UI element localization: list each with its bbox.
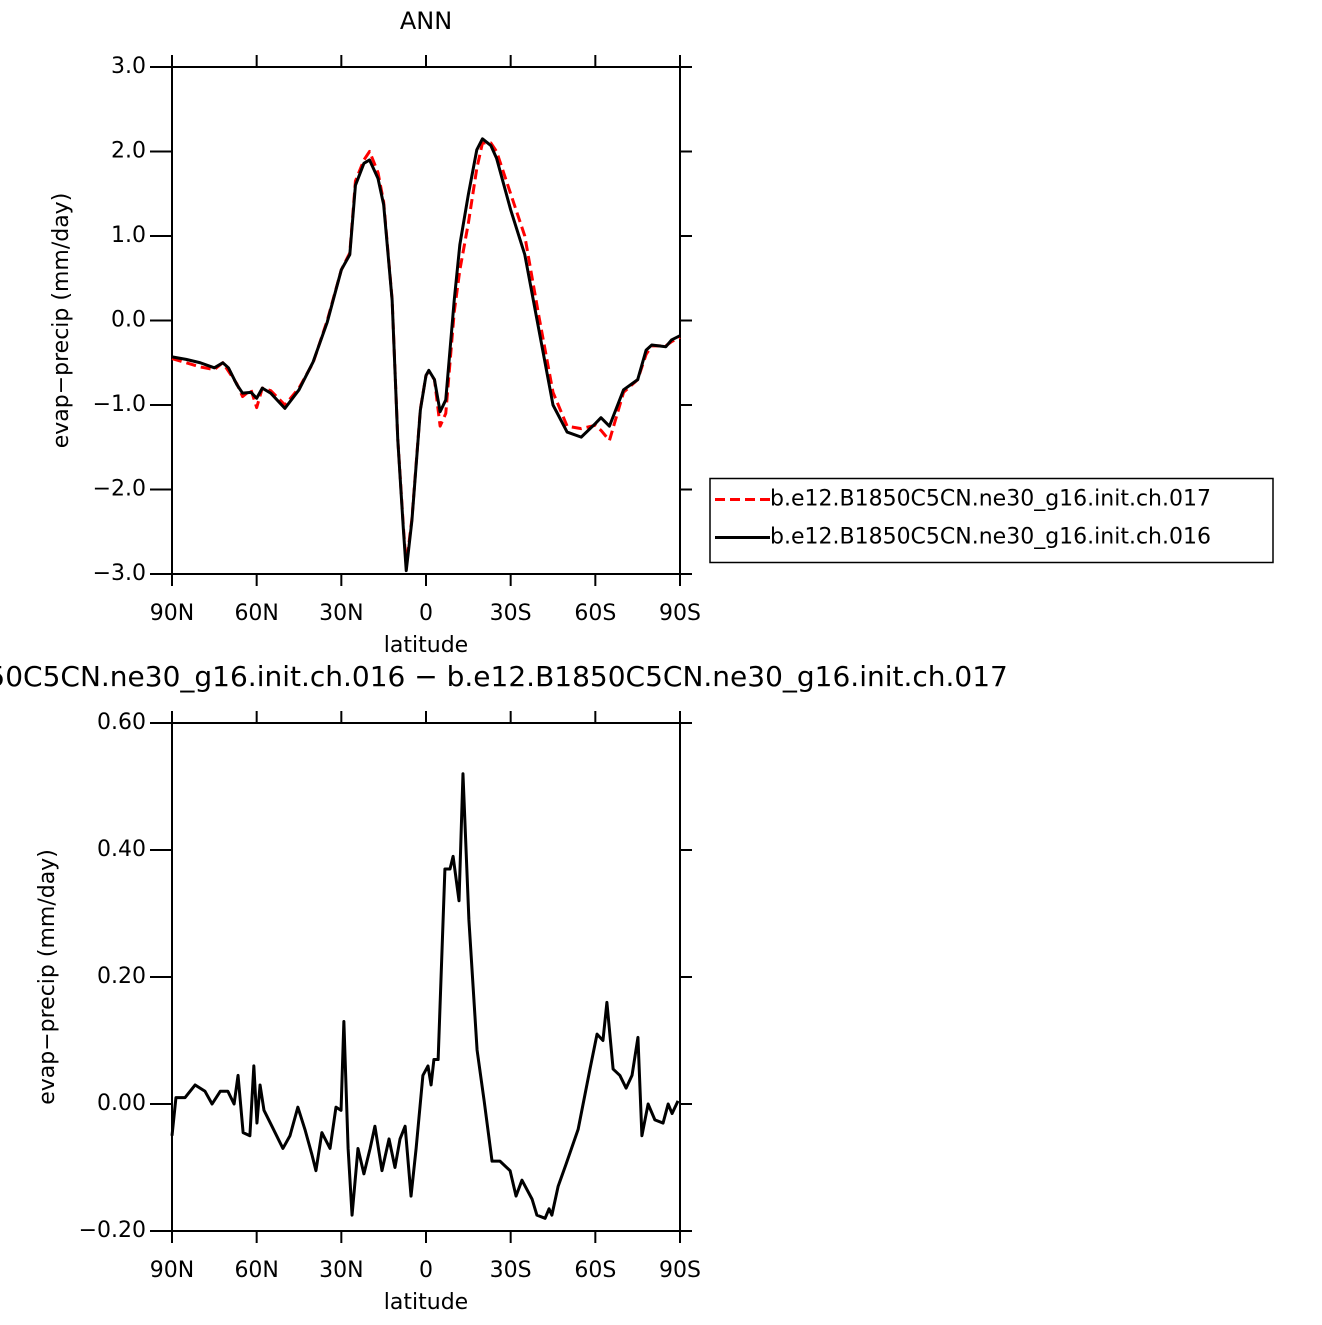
plot-frame [171, 722, 681, 1232]
x-tick-label: 60S [574, 601, 616, 626]
x-tick-label: 90S [659, 1258, 701, 1283]
y-tick-label: 0.60 [97, 710, 146, 735]
x-tick-label: 30S [490, 601, 532, 626]
legend-label: b.e12.B1850C5CN.ne30_g16.init.ch.017 [770, 487, 1211, 512]
x-tick-label: 90N [150, 601, 194, 626]
y-tick-label: 0.20 [97, 964, 146, 989]
series-line [171, 141, 681, 568]
x-axis-label: latitude [384, 633, 468, 658]
y-tick-label: −2.0 [93, 477, 146, 502]
x-tick-label: 90S [659, 601, 701, 626]
y-tick-label: 0.00 [97, 1091, 146, 1116]
y-tick-label: 3.0 [111, 54, 146, 79]
y-tick-label: 0.40 [97, 837, 146, 862]
y-tick-label: −1.0 [93, 392, 146, 417]
x-tick-label: 60N [234, 601, 278, 626]
y-tick-label: −0.20 [79, 1218, 146, 1243]
plot-frame [171, 66, 681, 575]
y-tick-label: −3.0 [93, 561, 146, 586]
series-line [170, 772, 680, 1220]
y-axis-label: evap−precip (mm/day) [49, 193, 74, 449]
x-tick-label: 0 [419, 601, 433, 626]
x-tick-label: 60N [234, 1258, 278, 1283]
y-tick-label: 1.0 [111, 223, 146, 248]
x-tick-label: 30N [319, 1258, 363, 1283]
y-tick-label: 2.0 [111, 139, 146, 164]
y-tick-label: 0.0 [111, 308, 146, 333]
x-tick-label: 30N [319, 601, 363, 626]
chart-title: ANN [400, 7, 452, 35]
x-tick-label: 0 [419, 1258, 433, 1283]
x-tick-label: 60S [574, 1258, 616, 1283]
x-tick-label: 30S [490, 1258, 532, 1283]
series-line [171, 137, 681, 573]
x-tick-label: 90N [150, 1258, 194, 1283]
y-axis-label: evap−precip (mm/day) [35, 849, 60, 1105]
x-axis-label: latitude [384, 1290, 468, 1315]
legend-box [709, 477, 1274, 564]
chart-title: b.e12.B1850C5CN.ne30_g16.init.ch.016 − b… [0, 660, 1008, 693]
legend-label: b.e12.B1850C5CN.ne30_g16.init.ch.016 [770, 525, 1211, 550]
